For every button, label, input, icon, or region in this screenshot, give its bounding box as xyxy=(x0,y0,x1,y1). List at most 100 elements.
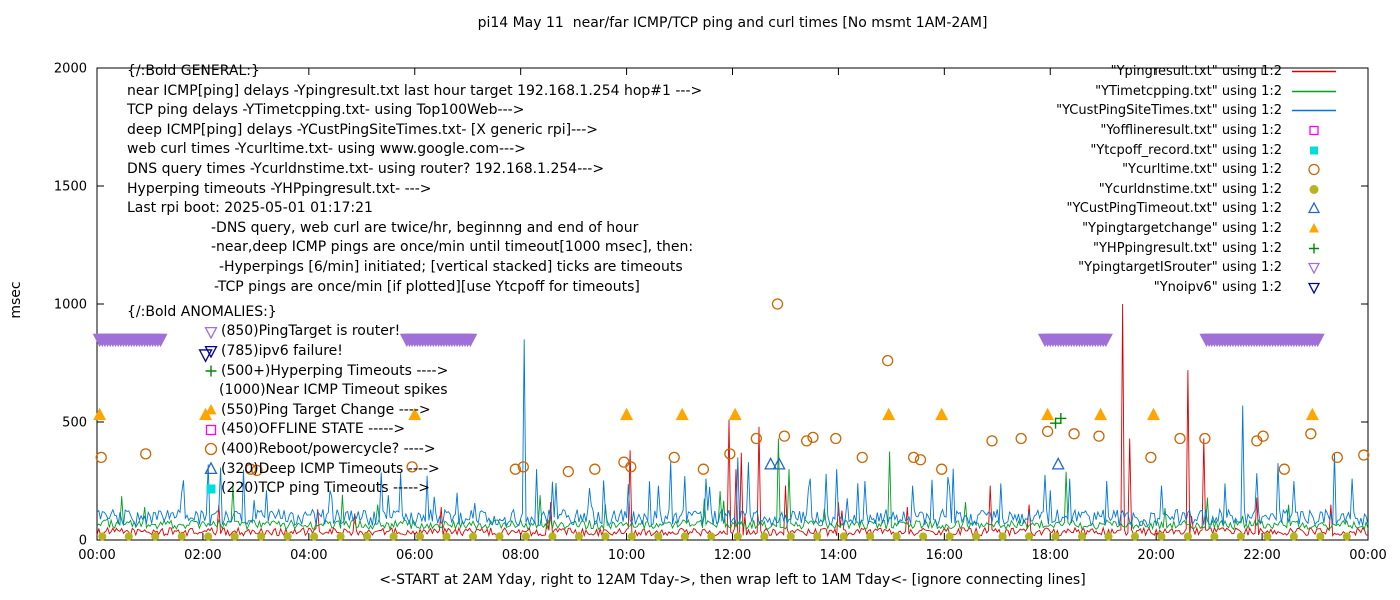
circle-filled-icon xyxy=(680,532,689,541)
circle-filled-icon xyxy=(1157,532,1166,541)
square-open-icon xyxy=(205,424,217,436)
legend-sample xyxy=(1307,282,1321,295)
circle-open-icon xyxy=(1068,428,1080,440)
circle-filled-icon xyxy=(866,532,875,541)
legend-sample xyxy=(1309,184,1319,194)
circle-open-icon xyxy=(1174,432,1186,445)
x-tick-label: 20:00 xyxy=(1137,548,1174,563)
circle-open-icon xyxy=(771,298,784,310)
circle-open-icon xyxy=(724,448,736,460)
legend-label: "YCustPingTimeout.txt" using 1:2 xyxy=(1066,201,1282,217)
legend-label: "Ypingtargetchange" using 1:2 xyxy=(1082,221,1282,237)
circle-filled-icon xyxy=(1025,532,1034,541)
anomaly-line: (320)Deep ICMP Timeouts ----> xyxy=(127,459,448,479)
circle-open-icon xyxy=(907,451,920,464)
down-triangle-open-icon xyxy=(198,349,213,363)
series-points-Ycurltime.txt xyxy=(95,298,1370,478)
circle-filled-icon xyxy=(998,532,1007,541)
triangle-open-icon xyxy=(204,461,218,475)
series-points-YHPpingresult.txt xyxy=(1050,412,1067,429)
general-line: Last rpi boot: 2025-05-01 01:17:21 xyxy=(127,200,373,217)
anomalies-annotations: {/:Bold ANOMALIES:} (850)PingTarget is ro… xyxy=(127,302,448,498)
legend-label: "YpingtargetISrouter" using 1:2 xyxy=(1078,260,1282,276)
circle-open-icon xyxy=(1093,430,1105,442)
legend-label: "YTimetcpping.txt" using 1:2 xyxy=(1095,83,1282,99)
circle-open-icon xyxy=(807,431,819,443)
y-tick-label: 500 xyxy=(62,416,87,431)
legend: "Ypingresult.txt" using 1:2 "YTimetcpping… xyxy=(1056,62,1337,297)
triangle-open-icon xyxy=(772,457,786,470)
circle-filled-icon xyxy=(124,532,133,541)
triangle-open-icon xyxy=(1307,202,1321,214)
triangle-open-icon xyxy=(1051,457,1065,470)
circle-filled-icon xyxy=(495,532,504,541)
triangle-filled-icon xyxy=(675,407,689,421)
y-tick-label: 1000 xyxy=(54,298,87,313)
chart-title: pi14 May 11 near/far ICMP/TCP ping and c… xyxy=(477,15,988,31)
legend-sample xyxy=(1292,90,1336,93)
legend-item: "Ytcpoff_record.txt" using 1:2 xyxy=(1056,140,1337,160)
down-triangle-open-icon xyxy=(204,346,218,359)
legend-item: "YCustPingTimeout.txt" using 1:2 xyxy=(1056,199,1337,219)
circle-open-icon xyxy=(204,443,218,456)
circle-open-icon xyxy=(856,451,868,464)
circle-open-icon xyxy=(1145,451,1157,464)
general-annotations: {/:Bold GENERAL:} near ICMP[ping] delays … xyxy=(127,62,702,297)
anomaly-text: {/:Bold ANOMALIES:} xyxy=(127,303,277,320)
triangle-filled-icon xyxy=(93,407,107,421)
anomaly-text: (400)Reboot/powercycle? ----> xyxy=(221,440,436,457)
series-points-Ycurldnstime.txt xyxy=(98,532,1351,541)
legend-item: "YHPpingresult.txt" using 1:2 xyxy=(1056,238,1337,258)
down-triangle-filled-icon xyxy=(153,333,168,348)
circle-open-icon xyxy=(697,463,710,475)
circle-open-icon xyxy=(1358,449,1370,461)
circle-filled-icon xyxy=(310,532,319,541)
circle-filled-icon xyxy=(177,532,186,541)
anomaly-text: (550)Ping Target Change ----> xyxy=(221,401,431,418)
series-points-Ynoipv6 xyxy=(198,349,213,363)
anomaly-line: (220)TCP ping Timeouts -----> xyxy=(127,478,448,498)
circle-filled-icon xyxy=(1236,532,1245,541)
x-tick-label: 04:00 xyxy=(290,548,327,563)
band-YpingtargetISrouter xyxy=(92,333,1325,348)
circle-open-icon xyxy=(406,461,418,473)
plus-icon xyxy=(1055,412,1067,424)
circle-open-icon xyxy=(140,448,152,460)
triangle-filled-icon xyxy=(205,404,217,415)
circle-filled-icon xyxy=(707,532,716,541)
x-axis-label: <-START at 2AM Yday, right to 12AM Tday-… xyxy=(379,572,1086,588)
x-tick-label: 00:00 xyxy=(78,548,115,563)
legend-label: "Ynoipv6" using 1:2 xyxy=(1153,279,1282,295)
circle-filled-icon xyxy=(813,532,822,541)
x-tick-label: 00:00 xyxy=(1349,548,1386,563)
legend-item: "Ycurldnstime.txt" using 1:2 xyxy=(1056,180,1337,200)
legend-sample xyxy=(1309,223,1319,233)
anomaly-line: (785)ipv6 failure! xyxy=(127,341,448,361)
x-tick-label: 22:00 xyxy=(1243,548,1280,563)
circle-open-icon xyxy=(1331,451,1343,464)
anomaly-text: (500+)Hyperping Timeouts ----> xyxy=(221,362,449,379)
x-tick-label: 06:00 xyxy=(396,548,433,563)
triangle-filled-icon xyxy=(620,407,634,421)
circle-filled-icon xyxy=(574,532,583,541)
circle-open-icon xyxy=(251,464,263,477)
circle-filled-icon xyxy=(972,532,981,541)
down-triangle-open-icon xyxy=(204,326,218,339)
legend-label: "Ypingresult.txt" using 1:2 xyxy=(1110,64,1282,80)
anomaly-text: (1000)Near ICMP Timeout spikes xyxy=(219,382,448,399)
plus-icon xyxy=(1309,243,1319,254)
legend-sample xyxy=(1292,110,1336,112)
circle-filled-icon xyxy=(1210,532,1219,541)
legend-item: "YpingtargetISrouter" using 1:2 xyxy=(1056,258,1337,278)
circle-open-icon xyxy=(830,432,842,445)
circle-filled-icon xyxy=(204,532,213,541)
circle-filled-icon xyxy=(786,532,795,541)
anomaly-line: (500+)Hyperping Timeouts ----> xyxy=(127,361,448,381)
circle-open-icon xyxy=(668,451,680,464)
legend-item: "Ypingresult.txt" using 1:2 xyxy=(1056,62,1337,82)
x-tick-label: 12:00 xyxy=(714,548,751,563)
circle-open-icon xyxy=(517,461,529,473)
circle-open-icon xyxy=(1257,430,1269,442)
